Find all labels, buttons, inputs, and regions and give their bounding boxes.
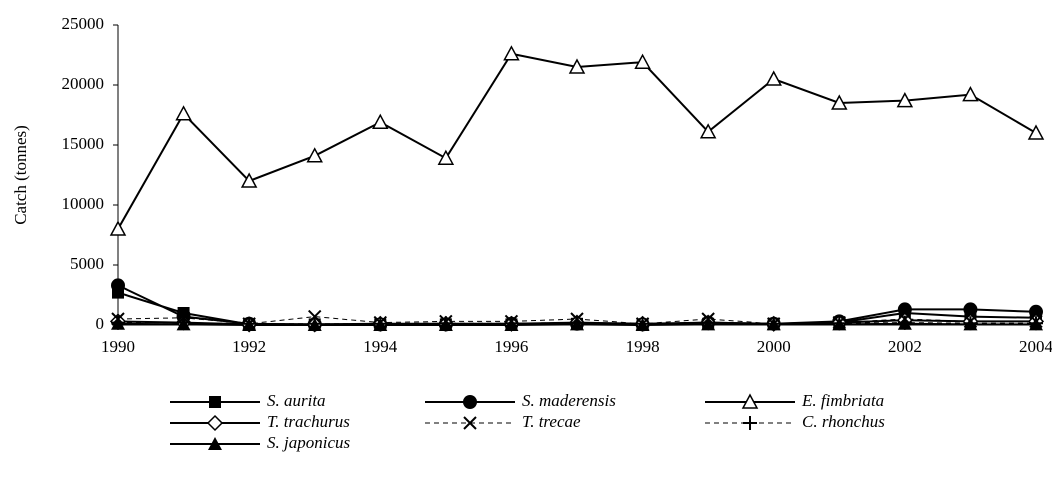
data-point bbox=[437, 149, 455, 165]
legend-marker bbox=[743, 416, 757, 430]
y-tick-label: 25000 bbox=[62, 14, 105, 33]
legend-marker bbox=[208, 437, 222, 450]
legend-marker bbox=[741, 393, 759, 409]
data-point bbox=[240, 172, 258, 188]
data-point bbox=[503, 45, 520, 61]
legend-label: T. trachurus bbox=[267, 412, 350, 431]
data-point bbox=[568, 58, 586, 74]
x-tick-label: 1990 bbox=[101, 337, 135, 356]
y-tick-label: 10000 bbox=[62, 194, 105, 213]
data-point bbox=[1029, 304, 1043, 319]
legend-label: C. rhonchus bbox=[802, 412, 885, 431]
data-point bbox=[111, 316, 125, 330]
data-point bbox=[634, 53, 651, 69]
x-tick-label: 1996 bbox=[494, 337, 528, 356]
data-point bbox=[766, 317, 781, 331]
data-point bbox=[635, 318, 650, 331]
data-point bbox=[765, 70, 782, 86]
x-tick-label: 1994 bbox=[363, 337, 398, 356]
data-point bbox=[699, 123, 717, 139]
x-tick-label: 1992 bbox=[232, 337, 266, 356]
data-point bbox=[832, 317, 847, 331]
y-tick-label: 0 bbox=[96, 314, 105, 333]
legend-marker bbox=[209, 396, 221, 408]
data-point bbox=[897, 316, 912, 330]
data-point bbox=[308, 309, 322, 324]
data-point bbox=[307, 318, 322, 331]
x-tick-label: 2004 bbox=[1019, 337, 1052, 356]
y-tick-label: 20000 bbox=[62, 74, 105, 93]
legend-label: E. fimbriata bbox=[801, 391, 884, 410]
data-point bbox=[306, 147, 323, 163]
data-point bbox=[963, 302, 978, 317]
legend-label: S. maderensis bbox=[522, 391, 616, 410]
data-point bbox=[897, 302, 912, 317]
x-tick-label: 2000 bbox=[757, 337, 791, 356]
legend-marker bbox=[463, 416, 477, 430]
data-point bbox=[372, 113, 389, 129]
data-point bbox=[438, 318, 453, 331]
data-point bbox=[175, 105, 192, 121]
x-tick-label: 1998 bbox=[626, 337, 660, 356]
data-point bbox=[896, 92, 914, 108]
data-point bbox=[1027, 124, 1045, 140]
data-point bbox=[373, 318, 388, 331]
series-line bbox=[117, 52, 1037, 230]
legend-label: S. aurita bbox=[267, 391, 326, 410]
y-tick-label: 15000 bbox=[62, 134, 105, 153]
legend-label: T. trecae bbox=[522, 412, 581, 431]
y-tick-label: 5000 bbox=[70, 254, 104, 273]
data-point bbox=[176, 317, 191, 331]
data-point bbox=[701, 317, 716, 331]
y-axis-label: Catch (tonnes) bbox=[11, 125, 30, 225]
data-point bbox=[1029, 317, 1043, 331]
data-point bbox=[962, 86, 979, 102]
legend-label: S. japonicus bbox=[267, 433, 350, 452]
data-point bbox=[111, 278, 125, 293]
data-point bbox=[963, 317, 978, 331]
x-tick-label: 2002 bbox=[888, 337, 922, 356]
data-point bbox=[831, 94, 848, 110]
legend-marker bbox=[463, 395, 477, 409]
data-point bbox=[504, 318, 519, 331]
data-point bbox=[109, 220, 127, 236]
data-point bbox=[570, 317, 584, 331]
data-point bbox=[242, 318, 257, 331]
legend-marker bbox=[206, 414, 224, 432]
